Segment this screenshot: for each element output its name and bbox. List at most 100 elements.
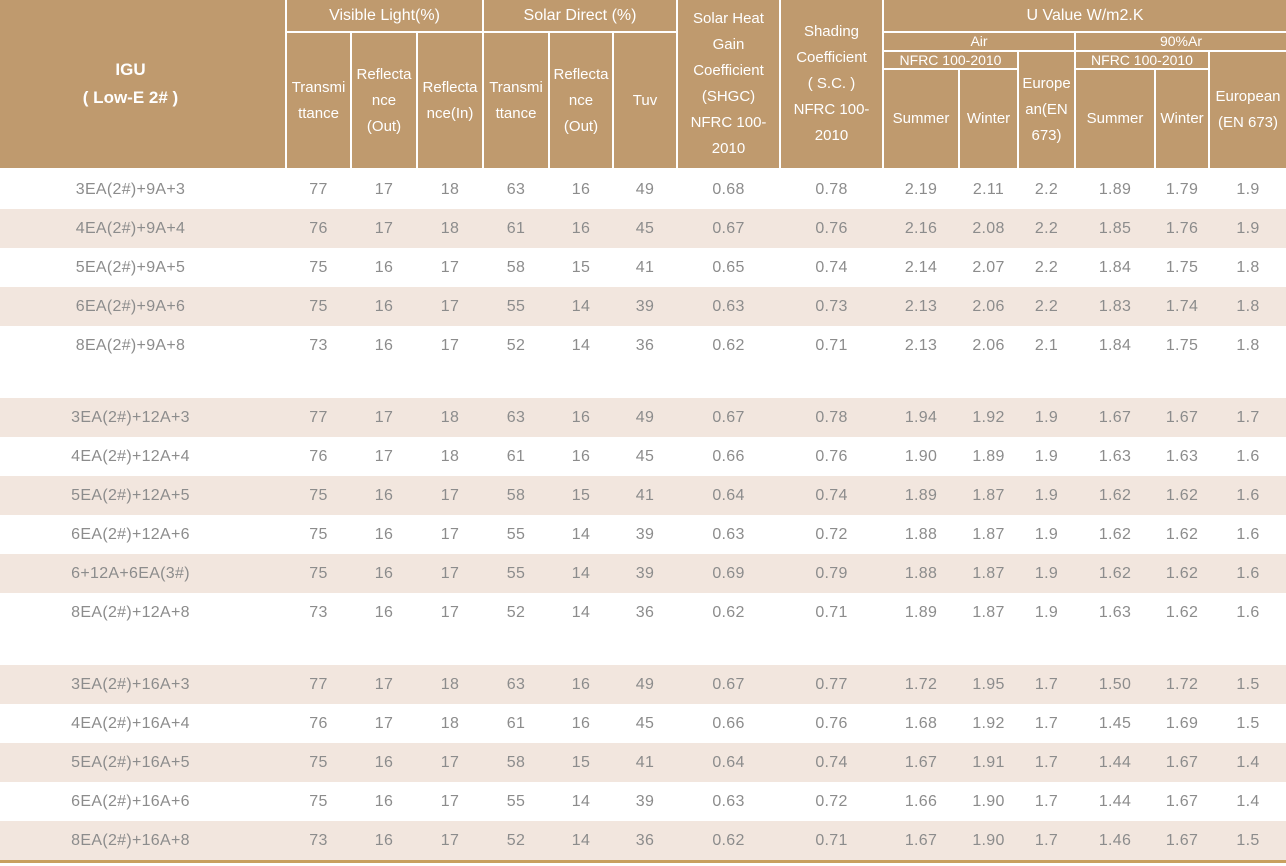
value-cell: 1.84 [1098,336,1132,354]
value-cell: 0.78 [815,408,848,426]
table-body: 3EA(2#)+9A+3 77 17 18 63 16 49 0.68 0.78 2.19 2.11… [0,170,1286,860]
value-cell: 14 [571,603,591,621]
value-cell: 1.88 [904,525,938,543]
value-cell: 0.69 [712,564,745,582]
value-cell: 16 [571,219,591,237]
value-cell: 75 [309,564,328,582]
value-cell: 0.62 [712,336,745,354]
value-cell: 1.67 [1165,831,1199,849]
table-row: 3EA(2#)+9A+3 77 17 18 63 16 49 0.68 0.78 2.19 2.11… [0,170,1286,209]
table-row: 5EA(2#)+12A+5 75 16 17 58 15 41 0.64 0.74 1.89 1.8… [0,476,1286,515]
header-u-value: U Value W/m2.K [884,0,1286,31]
value-cell: 17 [440,564,460,582]
value-cell: 1.79 [1165,180,1199,198]
value-cell: 17 [440,753,460,771]
value-cell: 0.71 [815,831,848,849]
value-cell: 2.06 [972,297,1005,315]
value-cell: 1.6 [1236,564,1260,582]
value-cell: 0.74 [815,258,848,276]
value-cell: 1.62 [1098,486,1132,504]
igu-config-cell: 3EA(2#)+12A+3 [71,408,190,426]
value-cell: 1.75 [1165,258,1199,276]
value-cell: 17 [374,714,394,732]
value-cell: 75 [309,753,328,771]
value-cell: 1.87 [972,525,1005,543]
value-cell: 2.1 [1034,336,1059,354]
value-cell: 18 [440,180,460,198]
igu-config-cell: 8EA(2#)+16A+8 [71,831,190,849]
value-cell: 1.63 [1098,447,1132,465]
value-cell: 0.76 [815,447,848,465]
value-cell: 1.89 [972,447,1005,465]
value-cell: 75 [309,525,328,543]
value-cell: 1.8 [1236,297,1260,315]
value-cell: 1.9 [1034,408,1059,426]
value-cell: 73 [309,831,328,849]
table-row: 6EA(2#)+12A+6 75 16 17 55 14 39 0.63 0.72 1.88 1.8… [0,515,1286,554]
value-cell: 1.62 [1165,603,1199,621]
value-cell: 1.7 [1236,408,1260,426]
value-cell: 1.95 [972,675,1005,693]
value-cell: 1.45 [1098,714,1132,732]
igu-config-cell: 4EA(2#)+9A+4 [75,219,186,237]
value-cell: 73 [309,603,328,621]
value-cell: 1.67 [1165,792,1199,810]
value-cell: 1.9 [1034,447,1059,465]
value-cell: 1.6 [1236,525,1260,543]
value-cell: 2.08 [972,219,1005,237]
igu-config-cell: 4EA(2#)+12A+4 [71,447,190,465]
value-cell: 39 [635,564,655,582]
value-cell: 16 [374,297,394,315]
value-cell: 0.62 [712,831,745,849]
value-cell: 1.46 [1098,831,1132,849]
igu-config-cell: 6EA(2#)+9A+6 [75,297,186,315]
value-cell: 1.67 [1165,753,1199,771]
value-cell: 15 [571,486,591,504]
value-cell: 61 [506,447,526,465]
igu-config-cell: 6EA(2#)+16A+6 [71,792,190,810]
table-bottom-border [0,860,1286,863]
value-cell: 0.68 [712,180,745,198]
value-cell: 2.13 [904,336,938,354]
value-cell: 1.87 [972,486,1005,504]
value-cell: 61 [506,219,526,237]
value-cell: 1.66 [904,792,938,810]
value-cell: 1.67 [1098,408,1132,426]
header-vl-reflectance-out: Reflecta nce (Out) [352,33,416,168]
value-cell: 16 [374,258,394,276]
igu-config-cell: 5EA(2#)+16A+5 [71,753,190,771]
value-cell: 0.71 [815,336,848,354]
value-cell: 15 [571,753,591,771]
value-cell: 1.75 [1165,336,1199,354]
value-cell: 17 [440,297,460,315]
table-row: 8EA(2#)+12A+8 73 16 17 52 14 36 0.62 0.71 1.89 1.8… [0,593,1286,632]
header-sd-transmittance: Transmi ttance [484,33,548,168]
value-cell: 49 [635,675,655,693]
table-header: IGU ( Low-E 2# ) Visible Light(%) Solar … [0,0,1286,168]
header-argon-european: European (EN 673) [1210,52,1286,168]
header-argon: 90%Ar [1076,33,1286,50]
value-cell: 1.90 [904,447,938,465]
value-cell: 1.85 [1098,219,1132,237]
header-air: Air [884,33,1074,50]
value-cell: 1.92 [972,714,1005,732]
value-cell: 17 [440,486,460,504]
value-cell: 1.4 [1236,792,1260,810]
group-spacer [0,632,1286,665]
value-cell: 58 [506,258,526,276]
value-cell: 73 [309,336,328,354]
value-cell: 63 [506,180,526,198]
value-cell: 49 [635,408,655,426]
value-cell: 1.67 [904,753,938,771]
value-cell: 16 [571,447,591,465]
value-cell: 58 [506,753,526,771]
value-cell: 16 [374,792,394,810]
value-cell: 1.62 [1098,564,1132,582]
value-cell: 1.6 [1236,486,1260,504]
value-cell: 36 [635,831,655,849]
value-cell: 75 [309,297,328,315]
value-cell: 41 [635,258,655,276]
value-cell: 17 [374,675,394,693]
value-cell: 1.83 [1098,297,1132,315]
value-cell: 16 [571,180,591,198]
